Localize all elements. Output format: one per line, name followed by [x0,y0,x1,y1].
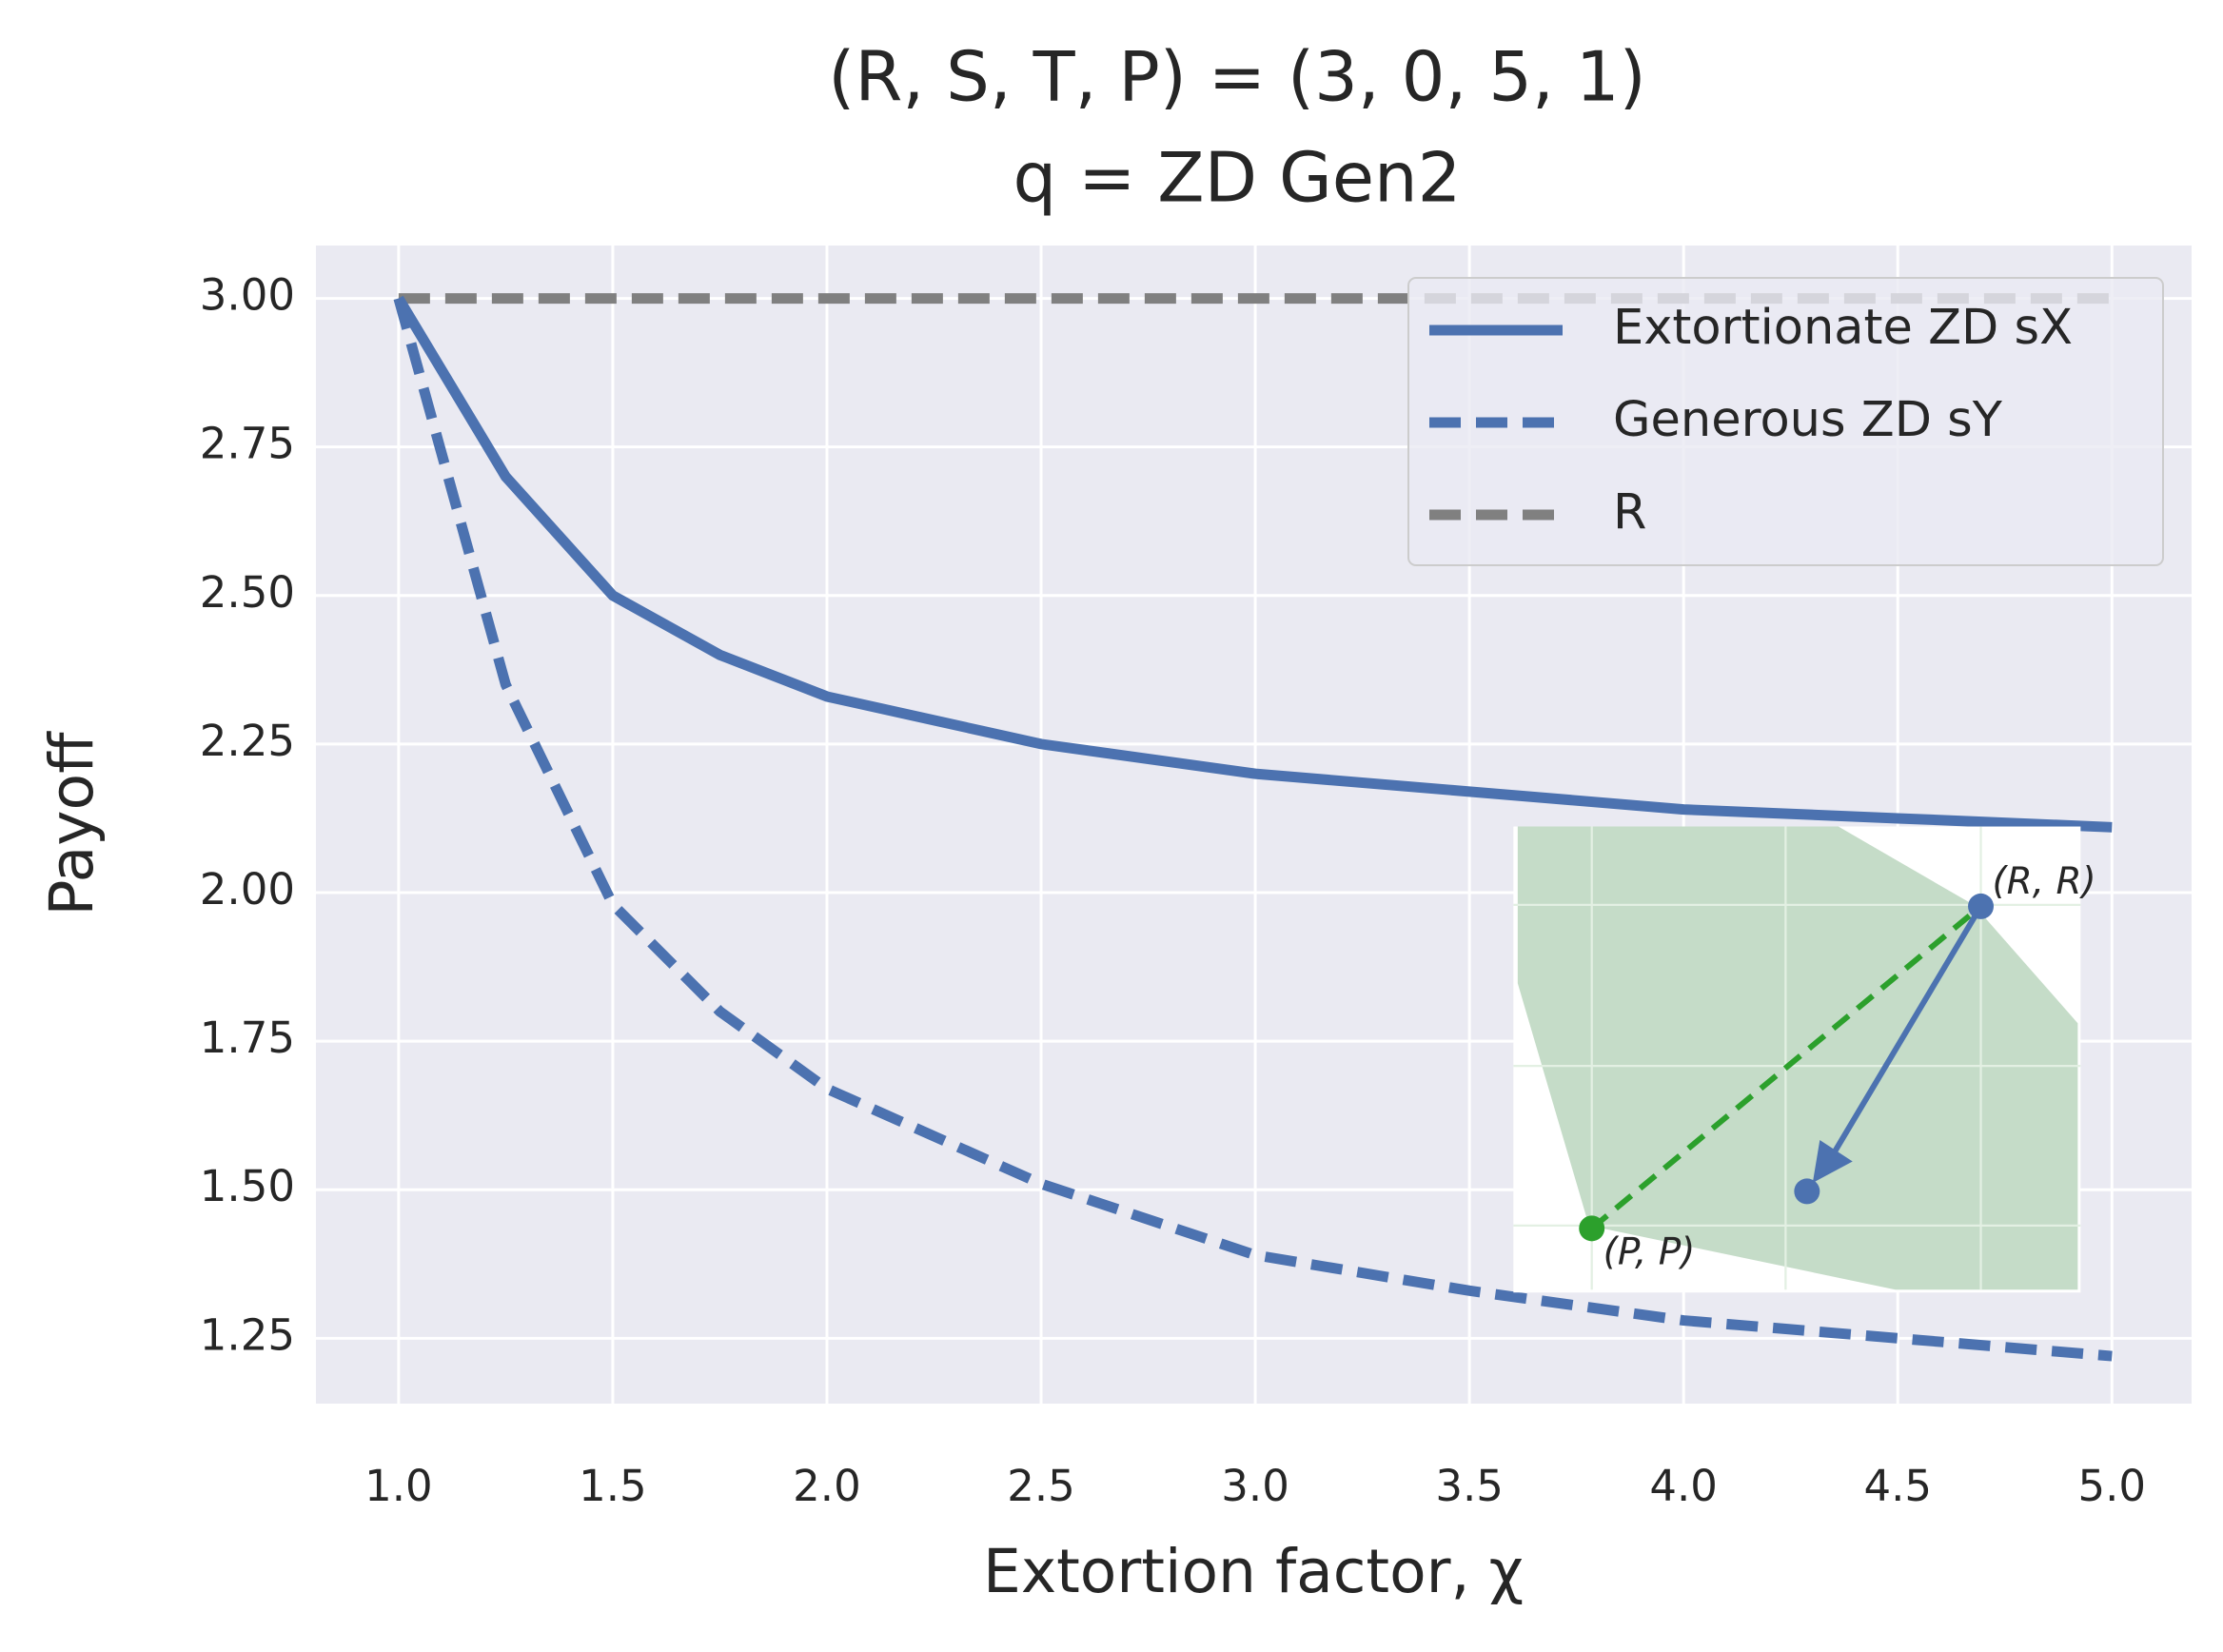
chart-subtitle: q = ZD Gen2 [1013,138,1462,218]
inset: (R, R) (P, P) [1513,826,2096,1293]
x-axis-label: Extortion factor, χ [983,1537,1524,1606]
inset-point [1968,893,1995,919]
legend-label: R [1613,484,1646,541]
chart-title: (R, S, T, P) = (3, 0, 5, 1) [828,37,1645,117]
x-tick-label: 2.0 [793,1461,861,1511]
inset-point [1794,1178,1820,1205]
inset-arrow [1827,904,1984,1162]
y-tick-label: 2.75 [200,419,295,469]
inset-point [1579,1215,1605,1242]
y-tick-label: 2.25 [200,716,295,766]
y-tick-label: 1.25 [200,1309,295,1360]
y-axis-label: Payoff [37,731,107,916]
series-line [393,297,2113,1362]
x-tick-label: 3.5 [1435,1461,1504,1511]
series-line [394,295,2113,833]
x-tick-label: 2.5 [1007,1461,1075,1511]
y-tick-label: 1.50 [200,1161,295,1211]
x-tick-label: 5.0 [2077,1461,2146,1511]
legend: Extortionate ZD sX Generous ZD sY R [1407,277,2164,566]
x-tick-label: 4.0 [1649,1461,1718,1511]
y-tick-label: 2.50 [200,567,295,618]
x-tick-label: 4.5 [1863,1461,1932,1511]
legend-label: Extortionate ZD sX [1613,300,2073,356]
inset-arrowhead [1812,1140,1853,1183]
legend-label: Generous ZD sY [1613,392,2003,448]
x-tick-label: 3.0 [1221,1461,1289,1511]
legend-box [1407,277,2164,566]
annotation: (P, P) [1603,1230,1696,1273]
x-tick-label: 1.0 [364,1461,433,1511]
y-tick-label: 3.00 [200,270,295,321]
y-tick-label: 2.00 [200,864,295,914]
inset-dashed-line [1589,904,1983,1231]
annotation: (R, R) [1993,860,2096,903]
x-tick-label: 1.5 [579,1461,647,1511]
y-tick-label: 1.75 [200,1013,295,1063]
